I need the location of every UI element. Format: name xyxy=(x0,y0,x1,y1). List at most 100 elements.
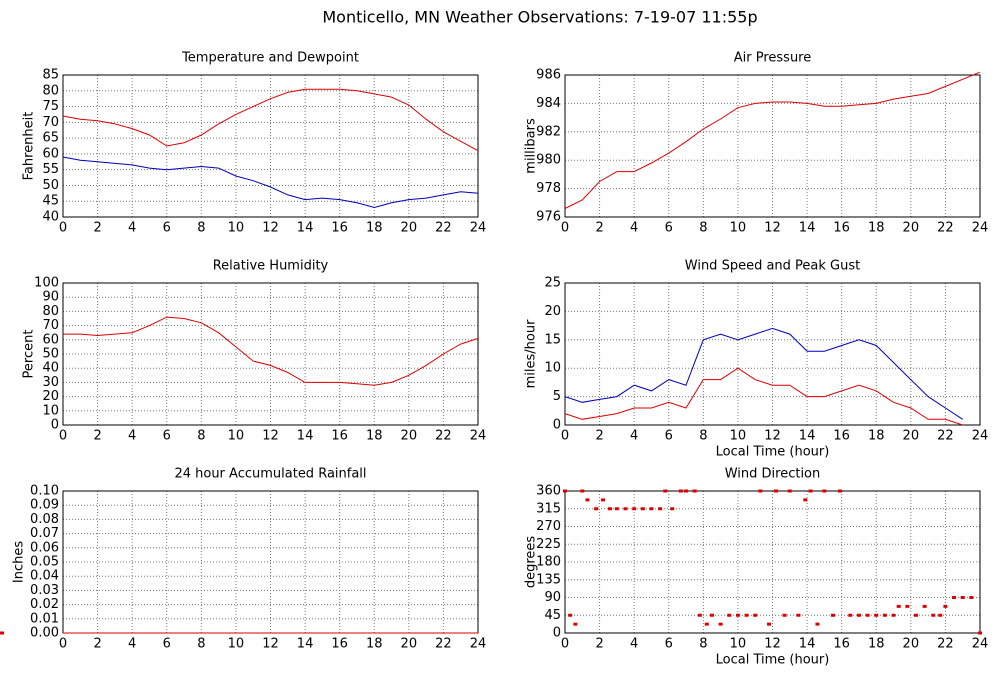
x-tick-label: 22 xyxy=(937,637,954,652)
y-tick-label: 80 xyxy=(42,304,59,319)
x-tick-label: 14 xyxy=(297,221,314,236)
x-tick-label: 8 xyxy=(197,637,205,652)
x-tick-label: 20 xyxy=(903,429,920,444)
x-tick-label: 14 xyxy=(799,221,816,236)
x-tick-label: 22 xyxy=(435,221,452,236)
x-tick-label: 6 xyxy=(665,429,673,444)
y-tick-label: 15 xyxy=(544,332,561,347)
y-tick-label: 90 xyxy=(544,590,561,605)
point xyxy=(601,498,606,502)
y-tick-label: 10 xyxy=(42,403,59,418)
x-tick-label: 18 xyxy=(366,637,383,652)
y-tick-label: 978 xyxy=(536,181,561,196)
y-tick-label: 100 xyxy=(34,276,59,291)
y-tick-label: 55 xyxy=(42,162,59,177)
x-tick-label: 24 xyxy=(972,221,989,236)
point xyxy=(782,613,787,617)
x-tick-label: 18 xyxy=(868,637,885,652)
x-tick-label: 12 xyxy=(764,637,781,652)
x-tick-label: 8 xyxy=(197,429,205,444)
x-tick-label: 8 xyxy=(197,221,205,236)
point xyxy=(649,507,654,511)
point xyxy=(623,507,628,511)
x-tick-label: 4 xyxy=(630,637,638,652)
x-tick-label: 4 xyxy=(128,221,136,236)
x-tick-label: 8 xyxy=(699,637,707,652)
point xyxy=(678,489,683,493)
x-tick-label: 0 xyxy=(59,637,67,652)
point xyxy=(735,613,740,617)
point xyxy=(815,622,820,626)
y-tick-label: 0.01 xyxy=(30,611,59,626)
y-tick-label: 0 xyxy=(553,626,561,641)
series-line xyxy=(564,71,981,209)
x-tick-label: 24 xyxy=(470,221,487,236)
point xyxy=(744,613,749,617)
y-axis-label: miles/hour xyxy=(524,319,539,388)
y-tick-label: 986 xyxy=(536,68,561,83)
y-tick-label: 90 xyxy=(42,290,59,305)
x-axis-label: Local Time (hour) xyxy=(716,445,830,460)
point xyxy=(0,631,4,635)
point xyxy=(931,613,936,617)
y-tick-label: 40 xyxy=(42,210,59,225)
x-tick-label: 12 xyxy=(262,637,279,652)
y-tick-label: 315 xyxy=(536,501,561,516)
y-tick-label: 20 xyxy=(544,304,561,319)
y-axis-label: Percent xyxy=(22,330,37,379)
point xyxy=(803,498,808,502)
x-tick-label: 4 xyxy=(128,637,136,652)
y-tick-label: 45 xyxy=(42,194,59,209)
y-tick-label: 984 xyxy=(536,96,561,111)
y-tick-label: 976 xyxy=(536,210,561,225)
x-tick-label: 16 xyxy=(331,429,348,444)
y-tick-label: 80 xyxy=(42,83,59,98)
x-tick-label: 24 xyxy=(972,429,989,444)
point xyxy=(952,596,957,599)
x-tick-label: 2 xyxy=(595,429,603,444)
x-tick-label: 2 xyxy=(595,221,603,236)
point xyxy=(896,604,901,608)
y-tick-label: 982 xyxy=(536,124,561,139)
point xyxy=(914,613,919,617)
x-tick-label: 22 xyxy=(937,221,954,236)
point xyxy=(658,507,663,511)
x-tick-label: 6 xyxy=(163,637,171,652)
x-tick-label: 20 xyxy=(401,429,418,444)
x-tick-label: 2 xyxy=(93,429,101,444)
x-tick-label: 16 xyxy=(833,429,850,444)
point xyxy=(848,613,853,617)
x-tick-label: 20 xyxy=(903,637,920,652)
point xyxy=(563,489,567,493)
x-tick-label: 2 xyxy=(93,221,101,236)
point xyxy=(663,489,668,493)
x-tick-label: 12 xyxy=(764,221,781,236)
y-tick-label: 980 xyxy=(536,153,561,168)
x-tick-label: 6 xyxy=(163,429,171,444)
point xyxy=(891,613,896,617)
x-tick-label: 16 xyxy=(833,221,850,236)
x-tick-label: 10 xyxy=(228,637,245,652)
x-tick-label: 14 xyxy=(799,637,816,652)
x-tick-label: 0 xyxy=(59,221,67,236)
y-tick-label: 180 xyxy=(536,555,561,570)
x-tick-label: 6 xyxy=(665,637,673,652)
y-axis-label: Inches xyxy=(12,541,27,583)
point xyxy=(882,613,887,617)
x-tick-label: 4 xyxy=(630,429,638,444)
y-tick-label: 0.02 xyxy=(30,597,59,612)
point xyxy=(670,507,675,511)
point xyxy=(607,507,612,511)
x-tick-label: 24 xyxy=(470,429,487,444)
point xyxy=(684,489,689,493)
point xyxy=(753,613,758,617)
x-tick-label: 14 xyxy=(799,429,816,444)
point xyxy=(727,613,732,617)
x-tick-label: 10 xyxy=(730,221,747,236)
x-tick-label: 16 xyxy=(331,221,348,236)
x-tick-label: 4 xyxy=(128,429,136,444)
y-tick-label: 0 xyxy=(553,418,561,433)
point xyxy=(831,613,836,617)
x-tick-label: 0 xyxy=(561,429,569,444)
point xyxy=(632,507,637,511)
